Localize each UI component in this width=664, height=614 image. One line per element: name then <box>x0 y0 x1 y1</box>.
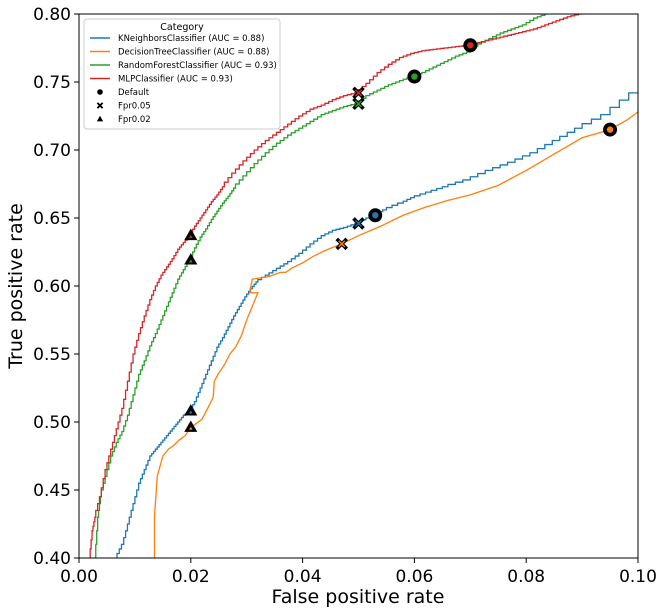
series-line-1 <box>153 111 638 558</box>
legend-entry: KNeighborsClassifier (AUC = 0.88) <box>118 34 264 44</box>
legend-entry: RandomForestClassifier (AUC = 0.93) <box>118 61 277 71</box>
x-tick-label: 0.04 <box>284 567 322 587</box>
legend-marker-entry: Fpr0.02 <box>118 115 151 125</box>
marker-layer <box>184 38 618 432</box>
legend-marker-entry: Default <box>118 88 150 98</box>
y-tick-label: 0.45 <box>33 481 71 501</box>
legend-entry: MLPClassifier (AUC = 0.93) <box>118 75 233 85</box>
fpr005-marker-core <box>355 219 362 227</box>
fpr002-marker-core <box>187 408 195 415</box>
y-tick-label: 0.80 <box>33 5 71 25</box>
legend-box <box>83 18 281 130</box>
x-tick-label: 0.02 <box>172 567 210 587</box>
y-axis: 0.40 0.45 0.50 0.55 0.60 0.65 0.70 0.75 0.80 <box>33 5 79 569</box>
x-tick-label: 0.10 <box>619 567 657 587</box>
legend-entry: DecisionTreeClassifier (AUC = 0.88) <box>118 48 269 58</box>
y-tick-label: 0.60 <box>33 277 71 297</box>
y-tick-label: 0.70 <box>33 141 71 161</box>
y-tick-label: 0.75 <box>33 73 71 93</box>
default-marker-core <box>411 73 418 80</box>
y-tick-label: 0.55 <box>33 345 71 365</box>
x-tick-label: 0.08 <box>507 567 545 587</box>
y-tick-label: 0.65 <box>33 209 71 229</box>
default-marker-core <box>372 212 379 219</box>
fpr005-marker-core <box>355 100 362 108</box>
y-axis-label: True positive rate <box>5 203 27 370</box>
x-tick-label: 0.06 <box>395 567 433 587</box>
fpr002-marker-core <box>187 257 195 264</box>
x-tick-label: 0.00 <box>60 567 98 587</box>
x-axis-label: False positive rate <box>272 586 445 608</box>
legend-circle-icon <box>97 89 103 95</box>
y-tick-label: 0.40 <box>33 549 71 569</box>
fpr002-marker-core <box>187 232 195 239</box>
y-tick-label: 0.50 <box>33 413 71 433</box>
series-line-2 <box>95 14 549 558</box>
fpr005-marker-core <box>355 89 362 97</box>
fpr002-marker-core <box>187 424 195 431</box>
default-marker-core <box>606 126 614 133</box>
x-axis: 0.00 0.02 0.04 0.06 0.08 0.10 <box>60 558 657 587</box>
series-line-0 <box>116 92 638 558</box>
legend-title: Category <box>160 22 204 33</box>
legend-triangle-icon <box>96 115 104 122</box>
legend-marker-entry: Fpr0.05 <box>118 102 151 112</box>
fpr005-marker-core <box>338 240 346 248</box>
legend-x-icon <box>96 102 104 109</box>
default-marker-core <box>467 42 474 49</box>
series-layer <box>89 14 638 558</box>
